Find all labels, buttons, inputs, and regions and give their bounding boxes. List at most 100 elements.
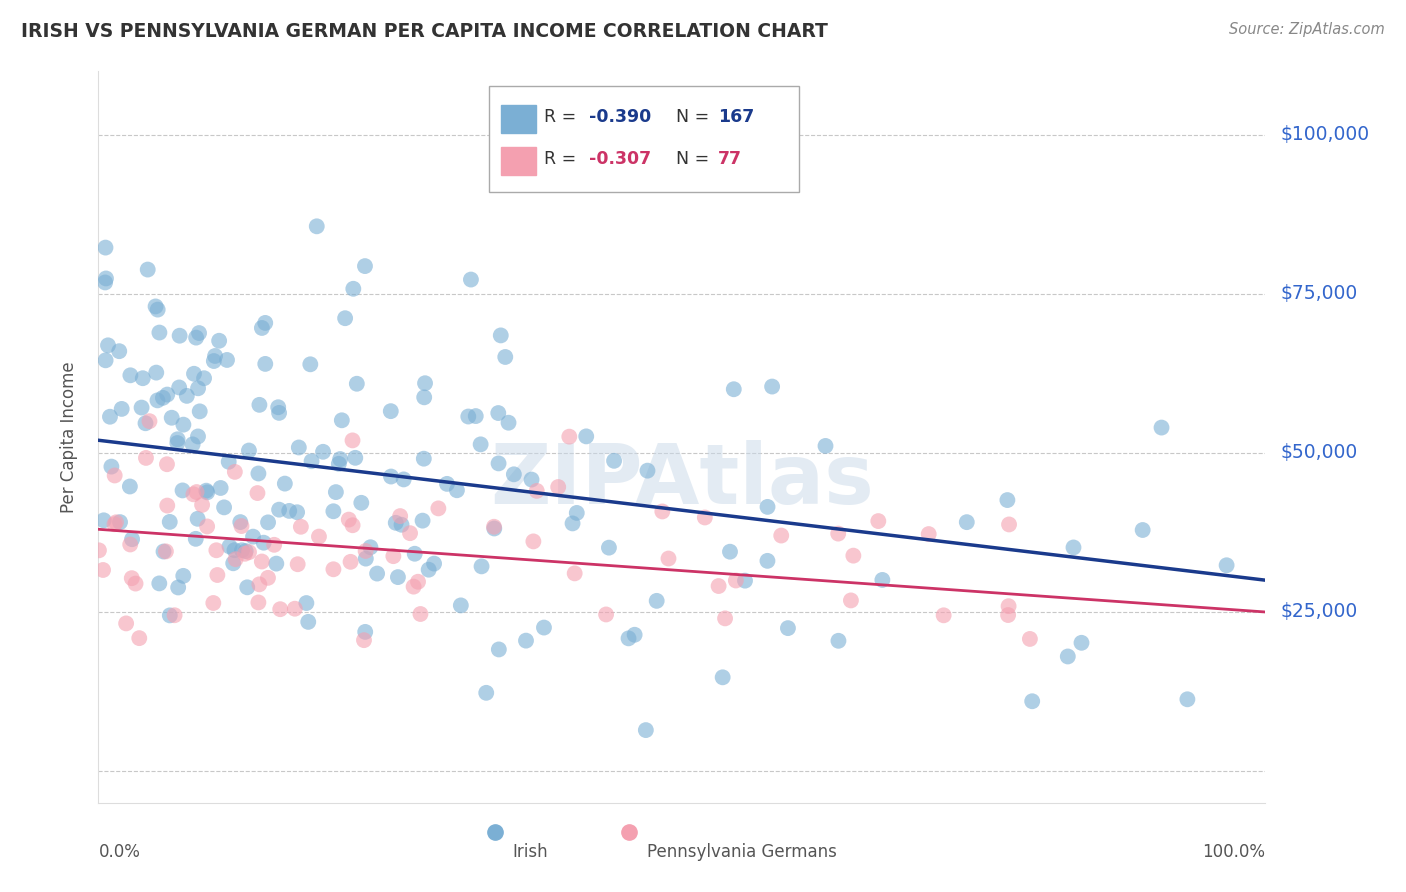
Point — [617, 632, 640, 646]
FancyBboxPatch shape — [501, 147, 536, 175]
Point — [1056, 649, 1078, 664]
Text: 100.0%: 100.0% — [1202, 843, 1265, 861]
Point — [995, 493, 1018, 508]
Point — [120, 368, 142, 383]
Point — [105, 516, 128, 530]
Point — [132, 371, 155, 385]
Point — [166, 436, 188, 450]
Point — [637, 464, 659, 478]
Point — [575, 429, 598, 443]
Point — [342, 282, 364, 296]
Point — [145, 366, 167, 380]
Text: $75,000: $75,000 — [1281, 285, 1358, 303]
Text: $50,000: $50,000 — [1281, 443, 1358, 462]
Point — [718, 544, 741, 558]
Point — [693, 510, 716, 524]
Point — [269, 406, 291, 420]
Point — [634, 723, 657, 738]
Point — [389, 509, 412, 524]
Point — [756, 500, 779, 514]
Point — [94, 271, 117, 285]
Point — [711, 670, 734, 684]
Point — [339, 555, 361, 569]
Point — [225, 552, 247, 566]
Point — [382, 549, 405, 564]
Point — [118, 479, 141, 493]
Point — [623, 628, 645, 642]
Point — [108, 344, 131, 359]
Point — [288, 441, 311, 455]
Text: R =: R = — [544, 108, 582, 126]
Point — [231, 543, 253, 558]
Point — [470, 559, 492, 574]
Point — [484, 521, 506, 535]
Point — [657, 551, 679, 566]
Point — [195, 483, 218, 498]
Point — [148, 576, 170, 591]
Point — [312, 444, 335, 458]
Text: IRISH VS PENNSYLVANIA GERMAN PER CAPITA INCOME CORRELATION CHART: IRISH VS PENNSYLVANIA GERMAN PER CAPITA … — [21, 22, 828, 41]
Point — [290, 520, 312, 534]
Point — [284, 601, 307, 615]
Point — [236, 580, 259, 594]
Point — [1070, 636, 1092, 650]
Point — [238, 545, 260, 559]
Point — [564, 566, 586, 581]
Point — [167, 581, 190, 595]
Point — [956, 515, 979, 529]
Point — [301, 454, 323, 468]
Point — [325, 485, 347, 500]
Point — [209, 481, 232, 495]
Point — [333, 311, 356, 326]
Point — [502, 467, 524, 482]
Point — [146, 393, 169, 408]
Point — [183, 367, 205, 381]
Point — [278, 504, 301, 518]
Point — [159, 515, 181, 529]
Point — [1215, 558, 1237, 573]
Point — [193, 371, 215, 385]
Point — [427, 501, 450, 516]
Point — [257, 571, 280, 585]
Point — [249, 398, 271, 412]
Point — [148, 326, 170, 340]
Point — [187, 429, 209, 443]
Point — [156, 499, 179, 513]
Point — [486, 406, 509, 420]
Point — [842, 549, 865, 563]
Point — [131, 401, 153, 415]
Point — [565, 506, 588, 520]
Point — [254, 316, 277, 330]
Point — [868, 514, 890, 528]
Point — [346, 376, 368, 391]
Point — [103, 517, 125, 532]
Point — [329, 452, 352, 467]
Point — [366, 566, 388, 581]
Text: 167: 167 — [718, 108, 755, 126]
Point — [100, 459, 122, 474]
Point — [520, 473, 543, 487]
Point — [997, 608, 1019, 623]
Point — [163, 608, 186, 623]
Point — [207, 568, 229, 582]
Text: Source: ZipAtlas.com: Source: ZipAtlas.com — [1229, 22, 1385, 37]
Point — [418, 563, 440, 577]
Point — [172, 569, 194, 583]
Point — [354, 551, 377, 566]
Point — [187, 512, 209, 526]
Point — [205, 543, 228, 558]
Point — [423, 557, 446, 571]
Point — [138, 414, 160, 428]
Point — [120, 537, 142, 551]
Point — [756, 554, 779, 568]
Point — [124, 576, 146, 591]
Point — [104, 468, 127, 483]
Text: 77: 77 — [718, 150, 742, 168]
Point — [195, 485, 218, 500]
Point — [184, 330, 207, 344]
Point — [337, 513, 360, 527]
Point — [561, 516, 583, 531]
Point — [287, 558, 309, 572]
Point — [222, 556, 245, 570]
Point — [215, 353, 238, 368]
